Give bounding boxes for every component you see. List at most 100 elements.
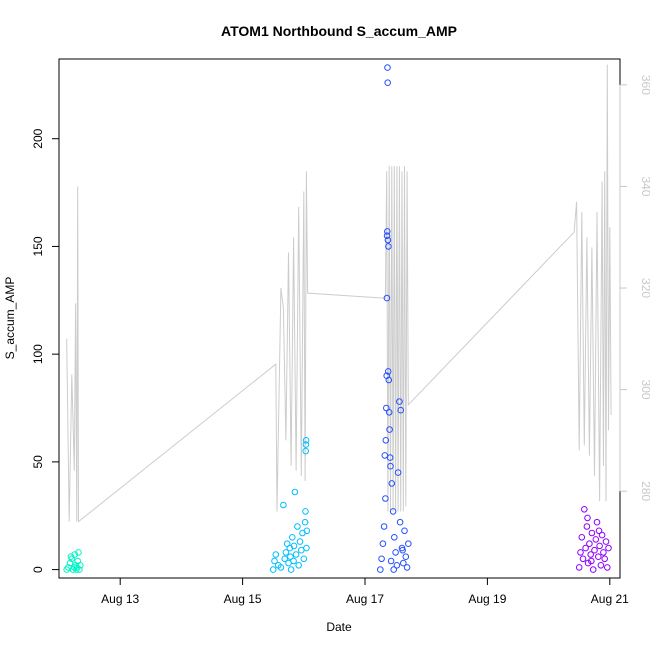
- data-point: [392, 549, 399, 556]
- right-y-axis: 280 300 320 340 360: [619, 75, 650, 501]
- data-point: [389, 508, 397, 515]
- data-point: [386, 454, 394, 461]
- data-point: [598, 531, 606, 539]
- data-point: [604, 564, 611, 571]
- y2-tick-label: 300: [639, 380, 650, 400]
- data-point: [579, 555, 587, 563]
- data-point: [591, 546, 598, 554]
- data-point: [281, 555, 289, 563]
- data-point: [396, 518, 404, 526]
- data-point: [303, 544, 310, 552]
- data-point: [595, 553, 602, 561]
- data-point: [582, 544, 589, 552]
- chart-title: ATOM1 Northbound S_accum_AMP: [221, 23, 457, 39]
- data-point: [386, 426, 393, 433]
- data-point: [269, 566, 277, 573]
- y-tick-label: 200: [31, 128, 45, 148]
- y2-tick-label: 320: [639, 278, 650, 298]
- data-point: [385, 243, 392, 250]
- data-point: [592, 536, 600, 543]
- data-point: [378, 555, 385, 563]
- data-point: [581, 506, 588, 513]
- data-point: [595, 527, 603, 535]
- data-point: [291, 488, 299, 496]
- data-point: [272, 551, 280, 558]
- y-tick-label: 100: [31, 344, 45, 364]
- data-point: [578, 534, 586, 541]
- data-point: [282, 549, 290, 556]
- data-point: [295, 562, 303, 569]
- data-point: [405, 540, 412, 548]
- data-point: [588, 557, 595, 565]
- data-point: [67, 553, 75, 561]
- y-tick-label: 0: [31, 566, 45, 573]
- points-layer: [63, 64, 612, 573]
- data-point: [382, 495, 389, 502]
- data-point: [593, 518, 601, 526]
- x-axis-label: Date: [326, 620, 352, 634]
- line-layer: [66, 64, 612, 523]
- data-point: [292, 551, 300, 558]
- data-point: [586, 540, 593, 548]
- data-point: [577, 549, 584, 556]
- data-point: [302, 447, 310, 455]
- data-point: [287, 566, 295, 573]
- data-point: [66, 559, 74, 567]
- data-point: [277, 564, 285, 571]
- data-point: [597, 562, 605, 569]
- data-point: [394, 469, 402, 476]
- data-point: [402, 553, 410, 561]
- data-point: [287, 553, 294, 561]
- data-point: [587, 551, 595, 558]
- data-point: [584, 514, 591, 522]
- data-point: [289, 534, 296, 541]
- data-point: [583, 523, 591, 530]
- x-tick-label: Aug 17: [346, 592, 384, 606]
- data-point: [393, 562, 401, 569]
- data-point: [596, 542, 603, 550]
- data-point: [401, 527, 408, 535]
- data-point: [391, 534, 398, 541]
- data-point: [383, 232, 391, 239]
- data-point: [385, 376, 393, 384]
- data-point: [296, 538, 304, 545]
- y-tick-label: 50: [31, 455, 45, 469]
- data-point: [385, 409, 393, 416]
- data-point: [384, 64, 391, 71]
- data-point: [605, 544, 612, 552]
- data-point: [77, 562, 84, 569]
- data-point: [302, 441, 310, 448]
- series-line: [66, 64, 612, 523]
- data-point: [75, 549, 82, 556]
- x-tick-label: Aug 19: [468, 592, 506, 606]
- data-point: [384, 368, 392, 375]
- data-point: [403, 564, 411, 571]
- data-point: [399, 546, 406, 554]
- data-point: [601, 555, 609, 563]
- data-point: [379, 540, 387, 548]
- x-tick-label: Aug 15: [224, 592, 262, 606]
- data-point: [602, 538, 610, 545]
- data-point: [387, 557, 395, 565]
- data-point: [588, 529, 596, 537]
- y2-tick-label: 360: [639, 75, 650, 95]
- x-axis: Aug 13 Aug 15 Aug 17 Aug 19 Aug 21: [101, 577, 629, 606]
- data-point: [388, 480, 396, 487]
- data-point: [382, 437, 390, 444]
- data-point: [303, 527, 311, 535]
- y-axis: 0 50 100 150 200: [31, 128, 60, 573]
- data-point: [73, 564, 81, 571]
- data-point: [384, 236, 392, 244]
- data-point: [271, 557, 278, 565]
- data-point: [301, 518, 309, 526]
- data-point: [280, 501, 287, 509]
- data-point: [390, 566, 398, 573]
- data-point: [300, 555, 308, 563]
- data-point: [302, 437, 310, 444]
- data-point: [290, 542, 298, 550]
- data-point: [383, 294, 391, 302]
- y-tick-label: 150: [31, 236, 45, 256]
- data-point: [294, 523, 301, 530]
- data-point: [575, 564, 583, 571]
